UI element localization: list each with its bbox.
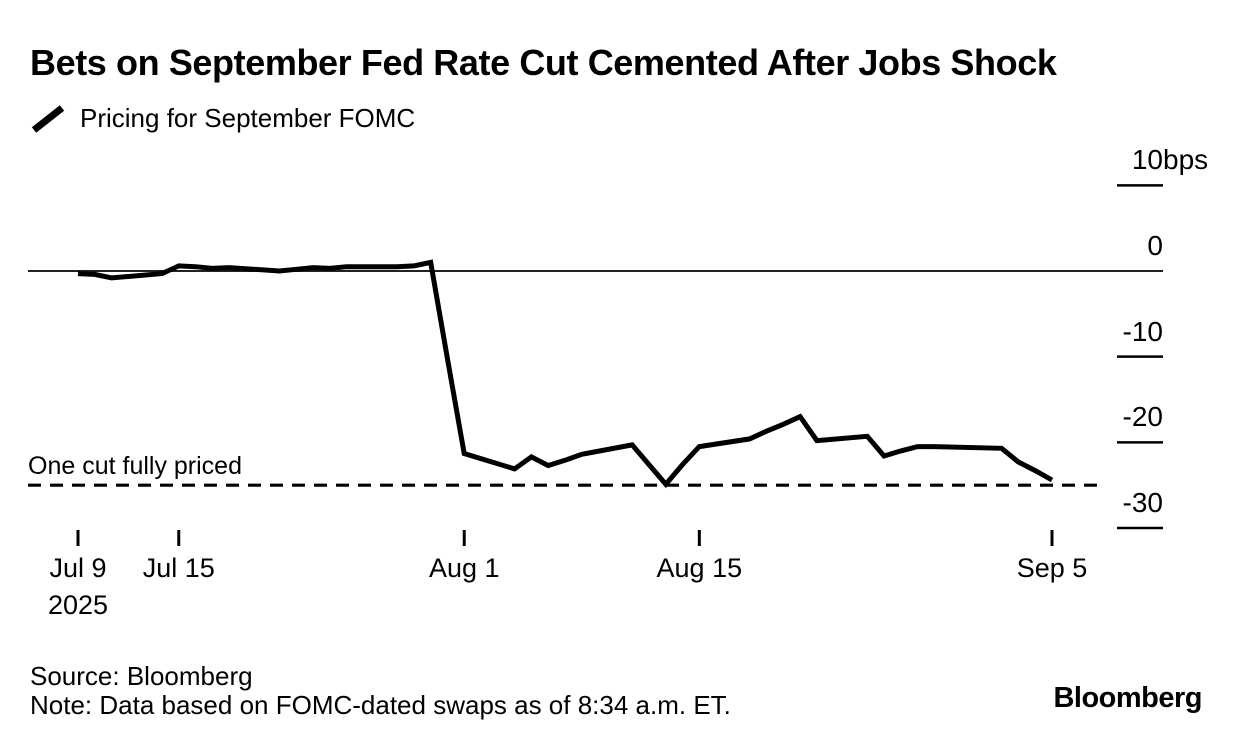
legend-line-icon (31, 104, 65, 133)
source-text: Source: Bloomberg (30, 661, 253, 691)
note-text: Note: Data based on FOMC-dated swaps as … (30, 690, 731, 720)
reference-line-label: One cut fully priced (28, 452, 242, 480)
legend: Pricing for September FOMC (30, 103, 415, 134)
bloomberg-logo: Bloomberg (1053, 682, 1202, 714)
legend-label: Pricing for September FOMC (80, 103, 416, 133)
page-title: Bets on September Fed Rate Cut Cemented … (30, 42, 1057, 83)
series-line (77, 259, 1054, 489)
